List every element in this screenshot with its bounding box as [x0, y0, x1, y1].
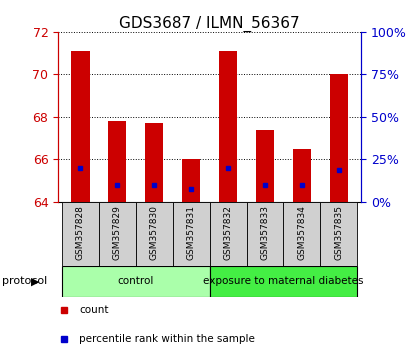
Text: GSM357831: GSM357831 — [187, 205, 195, 260]
Text: GSM357832: GSM357832 — [224, 205, 232, 260]
Bar — [136, 202, 173, 266]
Text: control: control — [117, 276, 154, 286]
Text: protocol: protocol — [2, 276, 47, 286]
Bar — [108, 121, 127, 202]
Text: count: count — [79, 305, 109, 315]
Bar — [182, 159, 200, 202]
Bar — [62, 202, 99, 266]
Text: GSM357834: GSM357834 — [298, 205, 306, 260]
Text: GSM357830: GSM357830 — [150, 205, 159, 260]
Title: GDS3687 / ILMN_56367: GDS3687 / ILMN_56367 — [119, 16, 300, 32]
Text: GSM357833: GSM357833 — [261, 205, 269, 260]
Bar — [330, 74, 348, 202]
Text: GSM357835: GSM357835 — [334, 205, 343, 260]
Text: ▶: ▶ — [31, 276, 39, 286]
Bar — [256, 130, 274, 202]
Bar — [283, 202, 320, 266]
Bar — [145, 123, 164, 202]
Bar — [71, 51, 90, 202]
Bar — [247, 202, 283, 266]
Text: percentile rank within the sample: percentile rank within the sample — [79, 334, 255, 344]
Text: exposure to maternal diabetes: exposure to maternal diabetes — [203, 276, 364, 286]
Bar — [210, 202, 247, 266]
Bar — [210, 266, 357, 297]
Text: GSM357829: GSM357829 — [113, 205, 122, 260]
Bar — [99, 202, 136, 266]
Bar — [293, 149, 311, 202]
Bar — [320, 202, 357, 266]
Text: GSM357828: GSM357828 — [76, 205, 85, 260]
Bar — [62, 266, 210, 297]
Bar — [173, 202, 210, 266]
Bar — [219, 51, 237, 202]
